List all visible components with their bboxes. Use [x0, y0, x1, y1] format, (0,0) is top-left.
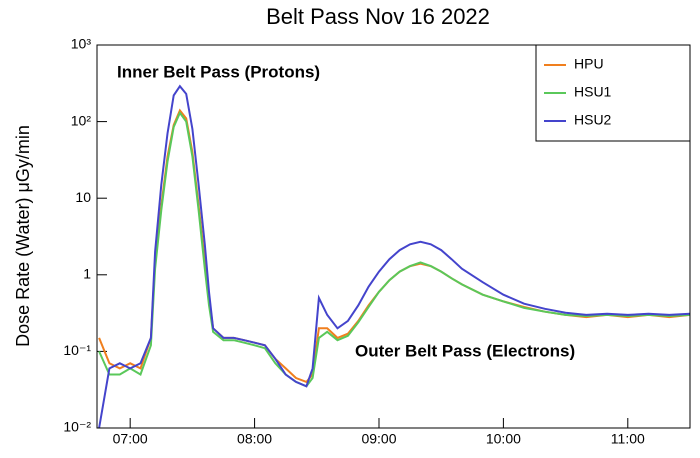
- x-tick-label: 08:00: [237, 431, 272, 447]
- y-axis-label: Dose Rate (Water) μGy/min: [13, 125, 33, 347]
- series-line: [98, 110, 691, 388]
- series-line: [98, 84, 691, 429]
- legend-label: HPU: [574, 56, 604, 72]
- x-tick-label: 11:00: [611, 431, 645, 447]
- x-tick-label: 07:00: [113, 431, 148, 447]
- y-tick-label: 10³: [71, 36, 92, 52]
- x-tick-label: 09:00: [361, 431, 396, 447]
- y-tick-label: 10²: [71, 112, 92, 128]
- y-tick-label: 1: [83, 266, 91, 282]
- legend-label: HSU2: [574, 112, 612, 128]
- annotation: Outer Belt Pass (Electrons): [355, 341, 575, 360]
- y-tick-label: 10⁻¹: [63, 342, 91, 358]
- chart-title: Belt Pass Nov 16 2022: [266, 4, 490, 29]
- plot-frame: [96, 44, 691, 429]
- x-tick-label: 10:00: [486, 431, 521, 447]
- y-tick-label: 10⁻²: [63, 419, 91, 435]
- y-tick-label: 10: [75, 189, 91, 205]
- legend-label: HSU1: [574, 84, 612, 100]
- annotation: Inner Belt Pass (Protons): [117, 62, 320, 81]
